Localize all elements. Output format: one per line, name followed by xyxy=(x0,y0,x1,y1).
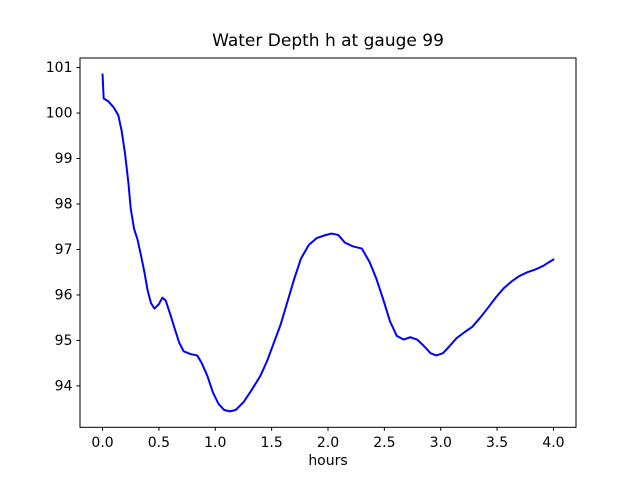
x-tick-label: 3.5 xyxy=(486,435,508,451)
y-tick-label: 97 xyxy=(55,242,73,258)
y-tick-label: 95 xyxy=(55,333,73,349)
x-tick-label: 1.5 xyxy=(261,435,283,451)
x-tick-label: 2.5 xyxy=(373,435,395,451)
y-tick-label: 100 xyxy=(46,106,73,122)
ticks-group: 0.0 0.5 1.0 1.5 2.0 2.5 3.0 3.5 4.0 94 95 96 97 98 99 1… xyxy=(46,60,565,451)
x-tick-label: 4.0 xyxy=(542,435,564,451)
y-tick-label: 101 xyxy=(46,60,73,76)
plot-frame-group xyxy=(79,57,577,428)
data-line-h xyxy=(101,73,555,413)
x-tick-label: 0.5 xyxy=(148,435,170,451)
x-tick-label: 1.0 xyxy=(204,435,226,451)
series-group xyxy=(101,73,555,413)
chart-title: Water Depth h at gauge 99 xyxy=(212,31,444,51)
x-tick-label: 0.0 xyxy=(91,435,113,451)
x-tick-label: 3.0 xyxy=(430,435,452,451)
y-tick-label: 94 xyxy=(55,378,73,394)
y-tick-label: 99 xyxy=(55,151,73,167)
y-tick-label: 96 xyxy=(55,287,73,303)
plot-frame xyxy=(79,57,577,428)
x-tick-label: 2.0 xyxy=(317,435,339,451)
x-axis-label: hours xyxy=(308,453,347,469)
y-tick-label: 98 xyxy=(55,196,73,212)
